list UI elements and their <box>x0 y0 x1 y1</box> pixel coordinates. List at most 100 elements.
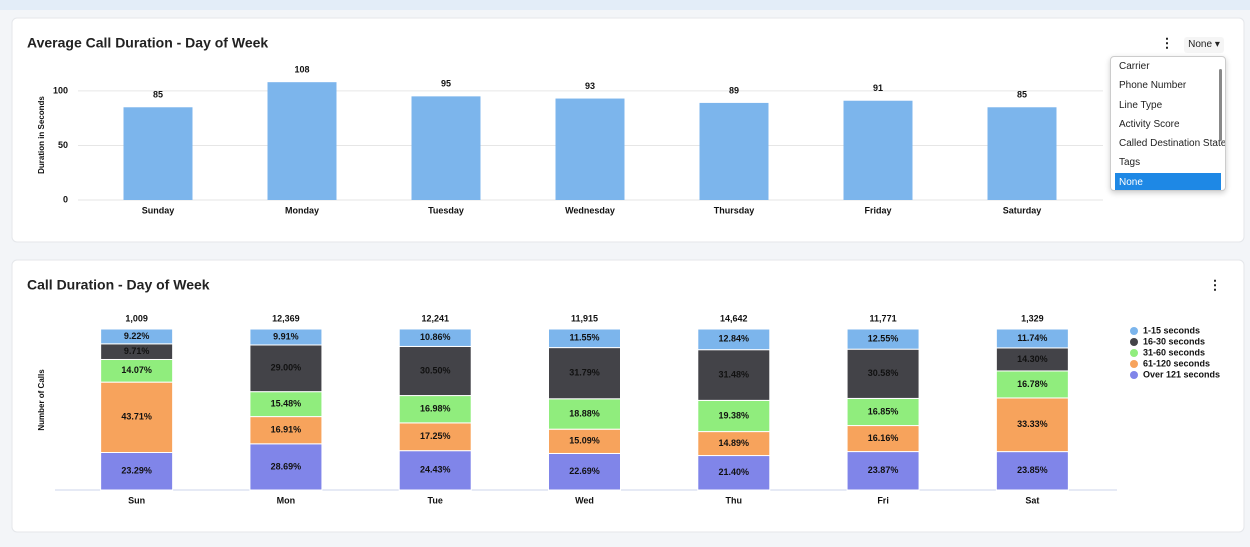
data-label: 15.09% <box>569 436 600 446</box>
data-label: 29.00% <box>271 363 302 373</box>
data-label: 108 <box>294 65 309 75</box>
data-label: 22.69% <box>569 466 600 476</box>
bar-segment <box>995 397 1069 453</box>
bar-segment <box>100 381 174 454</box>
data-label: 85 <box>1017 90 1027 100</box>
x-tick-label: Tuesday <box>428 205 464 215</box>
bar-segment <box>995 451 1069 491</box>
bar <box>987 107 1057 200</box>
dropdown-option[interactable]: Called Destination State <box>1119 138 1226 150</box>
bar-segment <box>548 328 621 349</box>
bar-segment <box>249 328 323 346</box>
y-tick-label: 0 <box>63 194 68 204</box>
dropdown-selected: None <box>1188 39 1213 50</box>
x-tick-label: Sun <box>128 495 145 505</box>
legend-marker <box>1130 327 1138 335</box>
x-tick-label: Mon <box>277 495 296 505</box>
data-label: 93 <box>585 81 595 91</box>
dropdown-option[interactable]: Phone Number <box>1119 80 1187 92</box>
y-tick-label: 50 <box>58 140 68 150</box>
dropdown-option[interactable]: Tags <box>1119 157 1141 169</box>
data-label: 16.85% <box>868 406 899 416</box>
bar-segment <box>697 455 771 491</box>
bar-segment <box>100 328 174 345</box>
dropdown-option[interactable]: Activity Score <box>1119 118 1180 130</box>
legend-marker <box>1130 338 1138 346</box>
data-label: 23.87% <box>868 465 899 475</box>
data-label: 11.55% <box>569 333 599 343</box>
data-label: 14.07% <box>121 365 152 375</box>
data-label: 30.58% <box>868 368 899 378</box>
bar-segment <box>697 349 771 401</box>
dropdown-menu: Carrier Phone Number Line Type Activity Sco… <box>1110 56 1226 191</box>
chart-title: Call Duration - Day of Week <box>27 277 210 293</box>
data-label: 91 <box>873 83 883 93</box>
y-axis-label: Duration in Seconds <box>37 96 46 174</box>
bar-segment <box>846 328 920 350</box>
menu-icon[interactable]: ⋮ <box>1209 277 1222 292</box>
bar-segment <box>846 348 920 399</box>
bar-segment <box>846 397 920 427</box>
bar-segment <box>548 347 621 400</box>
bar-segment <box>398 345 472 397</box>
dropdown-option[interactable]: None <box>1115 172 1221 190</box>
top-strip <box>0 0 1250 10</box>
bar <box>699 102 769 200</box>
x-tick-label: Sat <box>1025 495 1039 505</box>
bar-segment <box>846 451 920 491</box>
x-tick-label: Tue <box>428 495 443 505</box>
y-tick-label: 100 <box>53 85 68 95</box>
y-axis-label: Number of Calls <box>37 369 46 431</box>
data-label: 19.38% <box>719 410 750 420</box>
legend-label: Over 121 seconds <box>1143 369 1220 379</box>
data-label: 12.84% <box>719 334 750 344</box>
x-tick-label: Friday <box>864 205 891 215</box>
total-label: 11,915 <box>571 313 598 323</box>
x-tick-label: Wednesday <box>565 205 615 215</box>
data-label: 23.85% <box>1017 465 1048 475</box>
data-label: 12.55% <box>868 333 899 343</box>
dropdown-button[interactable]: None ▾ <box>1184 37 1224 53</box>
bar-segment <box>548 428 621 454</box>
bar <box>411 96 481 200</box>
bar <box>843 100 913 200</box>
bar <box>267 82 337 200</box>
data-label: 16.98% <box>420 404 451 414</box>
x-tick-label: Monday <box>285 205 319 215</box>
data-label: 28.69% <box>271 461 302 471</box>
data-label: 24.43% <box>420 465 451 475</box>
data-label: 9.22% <box>124 331 150 341</box>
card <box>11 17 1245 243</box>
data-label: 14.89% <box>719 438 750 448</box>
total-label: 11,771 <box>870 313 897 323</box>
menu-icon[interactable]: ⋮ <box>1161 35 1174 50</box>
chart-title: Average Call Duration - Day of Week <box>27 35 268 51</box>
x-tick-label: Thu <box>726 495 743 505</box>
data-label: 43.71% <box>121 412 152 422</box>
data-label: 31.48% <box>719 369 750 379</box>
dropdown-option[interactable]: Carrier <box>1119 61 1150 72</box>
legend-marker <box>1130 349 1138 357</box>
bar-segment <box>249 443 323 491</box>
total-label: 1,329 <box>1021 313 1044 323</box>
total-label: 1,009 <box>125 313 148 323</box>
data-label: 23.29% <box>121 466 152 476</box>
bar-segment <box>697 399 771 433</box>
data-label: 17.25% <box>420 431 451 441</box>
dropdown-option[interactable]: Line Type <box>1119 99 1163 111</box>
bar-segment <box>398 328 472 347</box>
x-tick-label: Thursday <box>714 205 755 215</box>
x-tick-label: Fri <box>877 495 889 505</box>
bar-segment <box>398 422 472 452</box>
bar-segment <box>249 344 323 393</box>
data-label: 16.78% <box>1017 379 1048 389</box>
legend-label: 16-30 seconds <box>1143 336 1205 346</box>
data-label: 95 <box>441 79 451 89</box>
bar <box>555 98 625 200</box>
data-label: 30.50% <box>420 365 451 375</box>
data-label: 16.16% <box>868 433 899 443</box>
scrollbar <box>1219 69 1222 141</box>
legend-label: 1-15 seconds <box>1143 325 1200 335</box>
data-label: 16.91% <box>271 425 302 435</box>
